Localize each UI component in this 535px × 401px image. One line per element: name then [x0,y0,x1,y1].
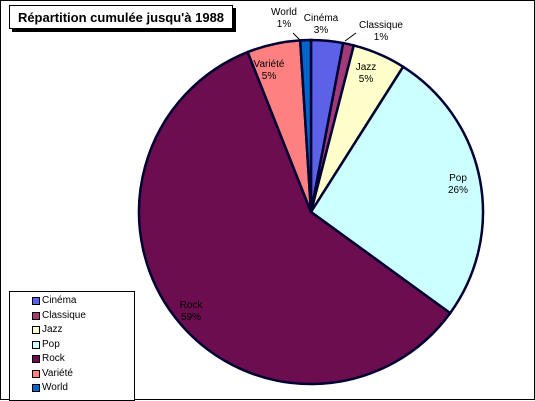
legend-swatch [32,297,40,305]
slice-label-rock: Rock [180,300,204,311]
slice-label-classique: Classique [359,20,403,31]
slice-value-pop: 26% [448,185,468,196]
slice-label-cinéma: Cinéma [304,13,339,24]
leader-line-world [292,32,301,41]
legend-item-variété: Variété [10,367,134,382]
legend-swatch [32,311,40,320]
slice-value-classique: 1% [374,32,389,43]
legend-item-jazz: Jazz [10,323,134,338]
slice-label-variété: Variété [254,59,285,70]
legend-label: Pop [42,338,60,350]
legend-item-cinéma: Cinéma [10,294,134,309]
legend-swatch [32,384,40,392]
slice-label-pop: Pop [449,173,467,184]
slice-value-rock: 59% [181,312,201,323]
slice-value-jazz: 5% [359,74,374,85]
legend-swatch [32,326,40,334]
chart-title: Répartition cumulée jusqu'à 1988 [17,9,225,25]
legend-label: Classique [42,309,86,321]
legend-label: Cinéma [42,295,77,307]
legend-item-rock: Rock [10,352,134,367]
legend-item-world: World [10,381,134,396]
legend-label: Variété [42,367,73,379]
leader-line-classique [344,32,357,42]
slice-label-world: World [271,7,297,18]
legend-swatch [32,355,40,363]
legend-label: Rock [42,353,65,365]
slice-value-variété: 5% [262,71,277,82]
pie-slice-world [298,38,313,213]
pie-slice-rock [137,50,452,386]
chart-title-box: Répartition cumulée jusqu'à 1988 [9,5,233,29]
slice-label-jazz: Jazz [356,62,377,73]
legend-item-classique: Classique [10,309,134,324]
legend-label: Jazz [42,324,63,336]
slice-value-world: 1% [277,19,292,30]
legend-item-pop: Pop [10,338,134,353]
legend-swatch [32,369,40,378]
legend-label: World [42,382,68,394]
slice-value-cinéma: 3% [314,25,329,36]
legend-swatch [32,340,40,349]
legend: Cinéma Classique Jazz Pop Rock Variété World [9,291,135,401]
pie-slice-pop [309,65,485,315]
